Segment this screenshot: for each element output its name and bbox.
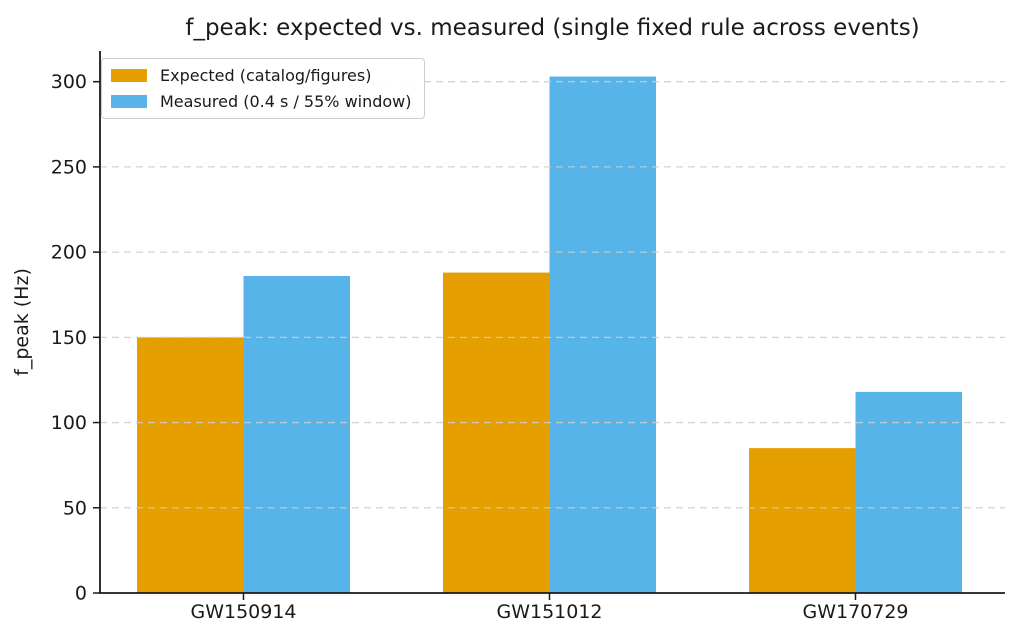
y-tick-label-300: 300 — [51, 71, 87, 93]
legend-swatch-measured-icon — [111, 95, 147, 108]
x-tick-label-GW170729: GW170729 — [802, 601, 908, 623]
legend-label-measured: Measured (0.4 s / 55% window) — [160, 92, 412, 111]
y-tick-label-50: 50 — [63, 497, 87, 519]
chart-title: f_peak: expected vs. measured (single fi… — [185, 15, 920, 41]
bar-expected-GW150914 — [137, 337, 244, 593]
bar-measured-GW170729 — [855, 391, 962, 593]
bar-measured-GW150914 — [243, 275, 350, 593]
legend-item-measured: Measured (0.4 s / 55% window) — [111, 92, 412, 111]
y-tick-label-0: 0 — [75, 583, 87, 605]
bar-measured-GW151012 — [549, 76, 656, 593]
y-tick-label-250: 250 — [51, 156, 87, 178]
bar-expected-GW170729 — [749, 448, 856, 593]
legend: Expected (catalog/figures) Measured (0.4… — [101, 58, 425, 119]
y-tick-label-200: 200 — [51, 242, 87, 264]
y-tick-label-100: 100 — [51, 412, 87, 434]
y-tick-label-150: 150 — [51, 327, 87, 349]
legend-item-expected: Expected (catalog/figures) — [111, 66, 412, 85]
x-tick-label-GW150914: GW150914 — [190, 601, 296, 623]
legend-label-expected: Expected (catalog/figures) — [160, 66, 372, 85]
x-tick-label-GW151012: GW151012 — [496, 601, 602, 623]
legend-swatch-expected-icon — [111, 69, 147, 82]
bar-expected-GW151012 — [443, 272, 550, 593]
